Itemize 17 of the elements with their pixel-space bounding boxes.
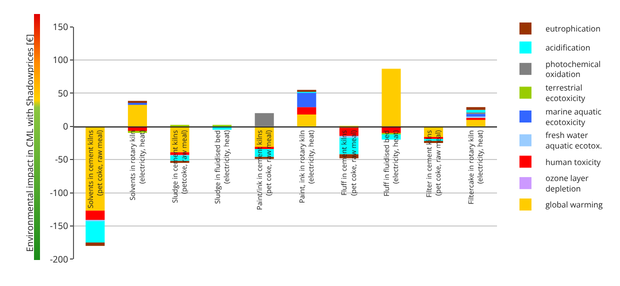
y-tick-label: -150 <box>50 219 68 232</box>
y-tick-label: 150 <box>52 20 68 34</box>
y-tick-label: -200 <box>50 252 68 266</box>
legend-label: terrestrial ecotoxicity <box>545 82 586 104</box>
legend-label: global warming <box>545 200 604 211</box>
legend-label: acidification <box>545 42 590 54</box>
legend-label: photochemical oxidation <box>545 58 601 80</box>
legend-label: ozone layer depletion <box>545 173 590 194</box>
legend-label: marine aquatic ecotoxicity <box>545 106 602 128</box>
legend-label: fresh water aquatic ecotox. <box>545 130 602 152</box>
y-tick-label: -100 <box>50 186 68 199</box>
y-tick-label: -50 <box>54 152 68 166</box>
y-tick-label: 100 <box>52 53 68 66</box>
y-tick-label: 50 <box>58 86 68 100</box>
y-tick-label: 0 <box>63 120 68 133</box>
legend-label: human toxicity <box>545 156 602 168</box>
legend-label: eutrophication <box>545 24 601 35</box>
